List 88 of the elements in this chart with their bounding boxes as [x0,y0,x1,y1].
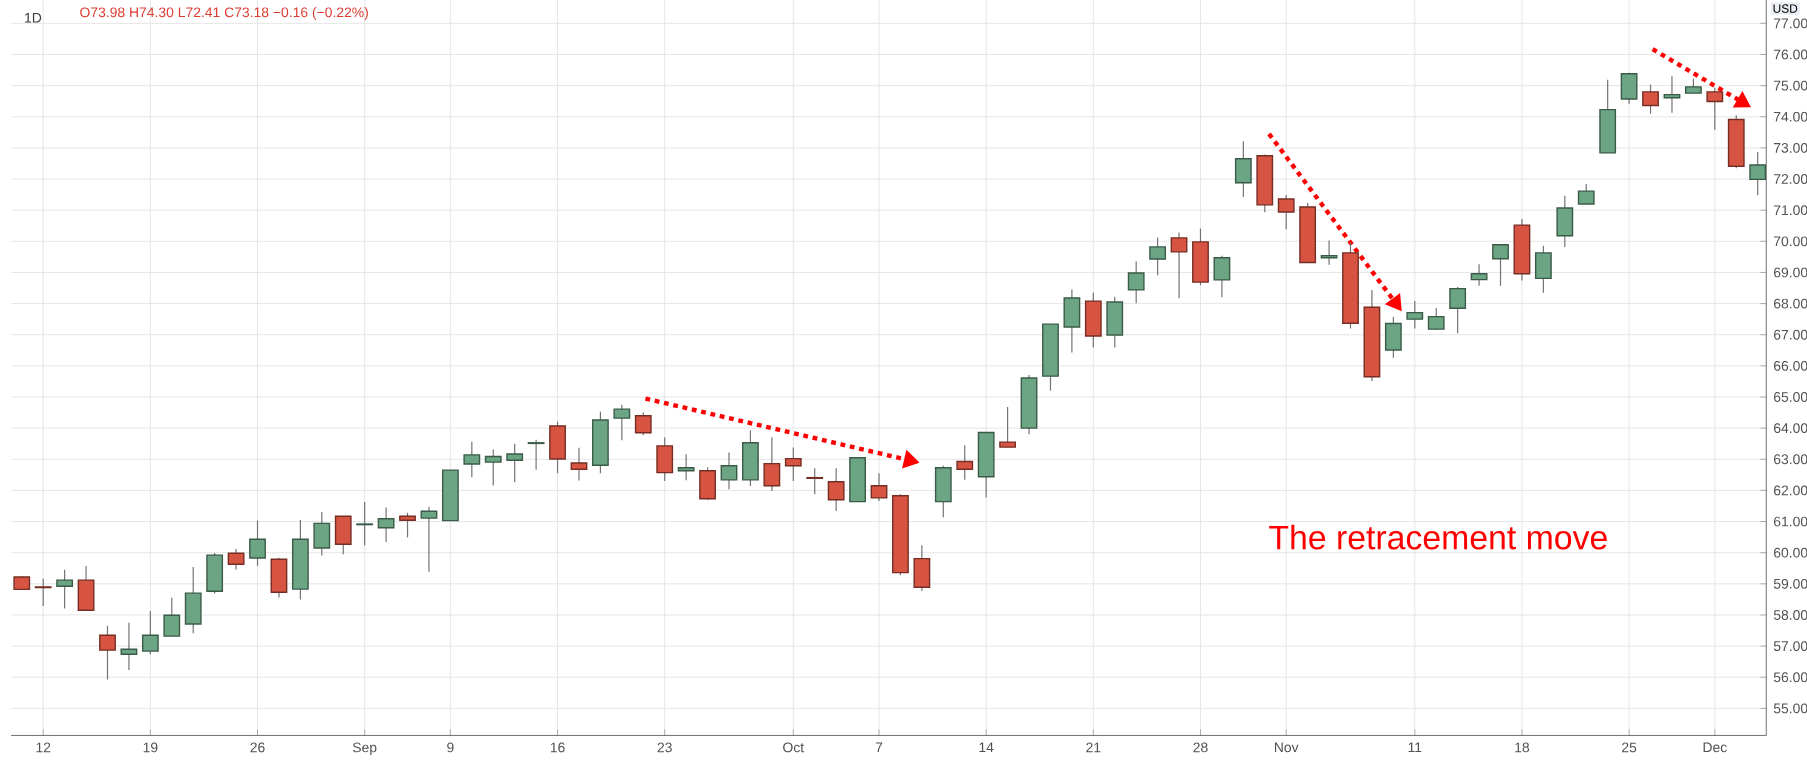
candlestick [1749,151,1767,196]
x-tick-label: 12 [36,742,51,753]
y-tick-label: 74.00 [1774,111,1807,122]
candlestick [1492,243,1509,287]
candlestick [1127,260,1145,304]
y-tick-label: 57.00 [1773,641,1807,651]
candlestick [677,453,695,481]
candlestick [784,446,802,482]
y-tick-label: 73.00 [1774,142,1807,153]
candlestick [249,519,266,567]
y-tick-label: 66.00 [1774,360,1807,371]
x-tick-label: 21 [1086,742,1101,753]
candlestick [141,610,159,655]
candlestick [420,506,438,573]
y-tick-label: 64.00 [1774,423,1807,433]
y-tick-label: 65.00 [1774,391,1807,402]
candlestick [1642,83,1659,115]
candlestick [484,448,502,486]
candlestick [1170,231,1188,299]
y-tick-label: 70.00 [1774,236,1807,247]
y-tick-label: 56.00 [1773,672,1807,683]
candlestick [34,578,52,607]
candlestick [527,438,545,471]
candlestick [1449,286,1467,334]
candlestick [806,467,824,495]
x-tick-label: Oct [783,742,805,753]
x-tick-label: 26 [250,742,265,753]
candlestick [1706,87,1724,131]
candlestick [720,451,738,490]
candlestick [956,444,974,481]
candlestick [1427,307,1445,331]
x-tick-label: 18 [1515,742,1530,753]
candlestick [1577,183,1595,205]
x-tick-label: Sep [352,742,377,755]
y-tick-label: 68.00 [1774,298,1807,309]
annotation: The retracement move [1269,524,1607,550]
candlestick [1470,263,1488,287]
candlestick [1234,140,1252,198]
candlestick [1149,236,1167,276]
candlestick [827,467,845,512]
candlestick [120,622,138,671]
annotation: O73.98 H74.30 L72.41 C73.18 −0.16 (−0.22%) [80,6,368,20]
y-tick-label: 72.00 [1774,173,1807,184]
x-tick-label: 16 [550,742,565,753]
candlestick [56,569,74,609]
candlestick [1213,254,1231,298]
y-tick-label: 55.00 [1773,703,1807,714]
candlestick [356,501,374,546]
y-tick-label: 59.00 [1773,578,1807,589]
y-tick-label: 67.00 [1774,329,1807,340]
candlestick [999,406,1017,448]
candlestick [99,625,116,680]
candlestick [1320,239,1338,266]
candlestick [506,442,524,483]
candlestick [1277,194,1295,230]
x-tick-label: 9 [447,742,454,753]
y-tick-label: 69.00 [1774,267,1807,278]
candlestick [870,472,888,502]
y-axis-title: USD [1773,4,1798,13]
candlestick [399,512,416,538]
y-tick-label: 76.00 [1774,49,1807,60]
candlestick [613,404,631,441]
x-tick-label: 25 [1622,742,1637,753]
y-tick-label: 71.00 [1774,205,1807,215]
x-tick-label: 19 [143,742,158,753]
candlestick [1406,300,1424,329]
x-tick-label: Dec [1703,742,1727,753]
x-tick-label: 7 [875,742,883,752]
candlestick [634,411,652,436]
x-tick-label: 28 [1193,742,1208,753]
candlestick [227,548,245,570]
candlestick [463,441,481,478]
y-tick-label: 77.00 [1774,18,1807,29]
x-tick-label: 11 [1408,742,1422,752]
y-tick-label: 62.00 [1774,485,1807,496]
candlestick [163,597,181,637]
y-tick-label: 75.00 [1774,80,1807,91]
candlestick [570,447,588,481]
x-tick-label: Nov [1274,742,1299,753]
candlestick [377,506,395,543]
text: 1D [25,12,42,23]
y-tick-label: 60.00 [1774,547,1807,558]
y-tick-label: 61.00 [1774,516,1807,527]
candlestick [763,436,781,492]
x-tick-label: 14 [979,742,994,752]
y-tick-label: 58.00 [1773,609,1807,620]
y-tick-label: 63.00 [1774,454,1807,465]
x-tick-label: 23 [657,742,672,753]
